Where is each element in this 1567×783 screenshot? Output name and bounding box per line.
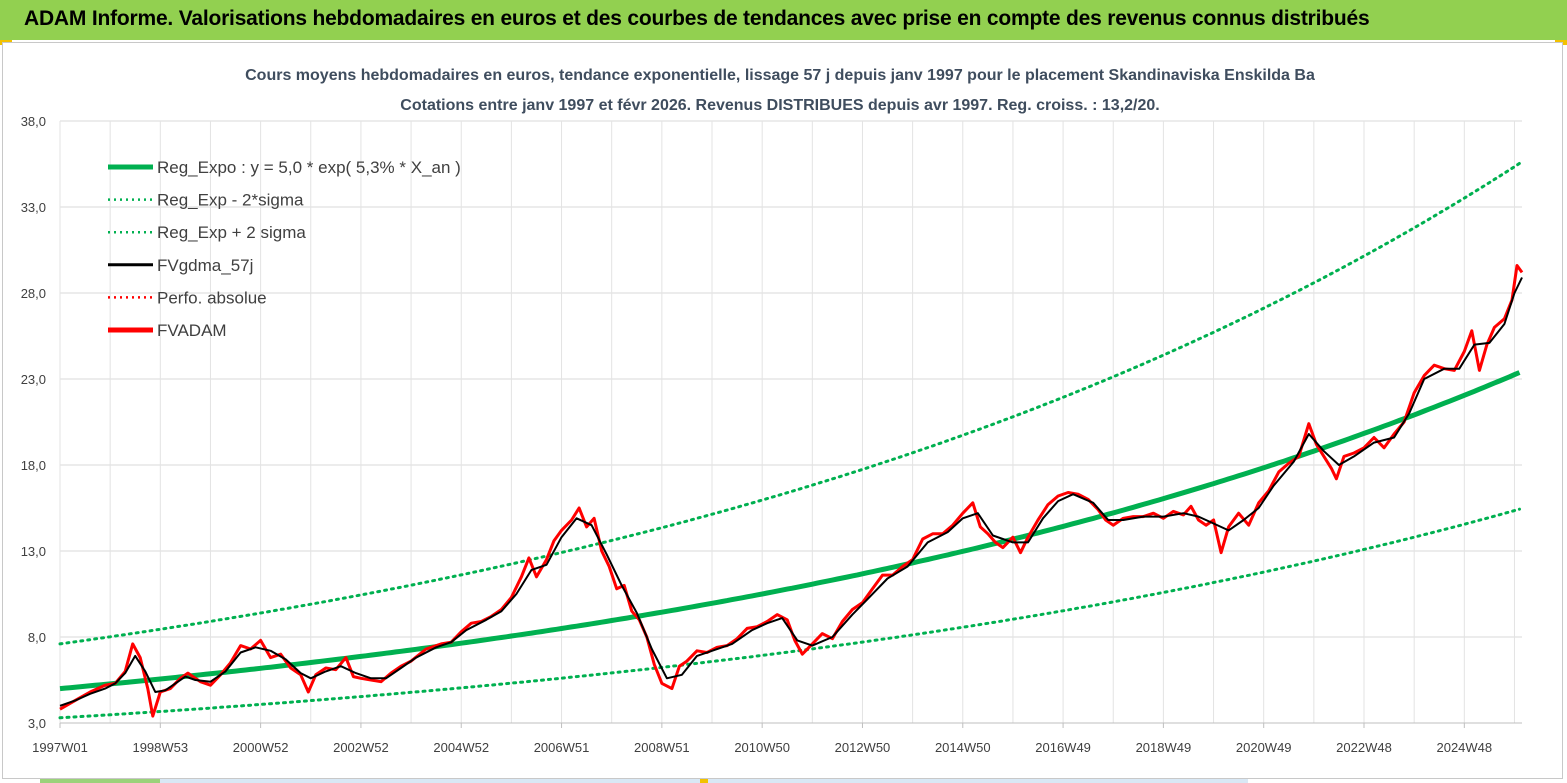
- x-tick-label: 2000W52: [233, 740, 289, 755]
- x-tick-label: 2002W52: [333, 740, 389, 755]
- strip-segment: [708, 779, 1248, 783]
- y-tick-label: 8,0: [28, 630, 46, 645]
- legend-label-high: Reg_Exp + 2 sigma: [157, 223, 306, 242]
- fvgdma-57j-line: [59, 277, 1523, 707]
- y-tick-label: 3,0: [28, 716, 46, 731]
- chart-grid: [59, 120, 1522, 724]
- x-tick-label: 2012W50: [835, 740, 891, 755]
- x-tick-label: 1998W53: [132, 740, 188, 755]
- report-title: ADAM Informe. Valorisations hebdomadaire…: [24, 7, 1370, 30]
- y-axis: 3,0 8,0 13,0 18,0 23,0 28,0 33,0 38,0: [21, 114, 46, 731]
- fvadam-line: [59, 264, 1524, 718]
- x-tick-label: 2022W48: [1336, 740, 1392, 755]
- y-tick-label: 18,0: [21, 458, 46, 473]
- chart-frame: [2, 42, 1563, 779]
- x-tick-label: 2010W50: [734, 740, 790, 755]
- y-tick-label: 38,0: [21, 114, 46, 129]
- x-tick-label: 2008W51: [634, 740, 690, 755]
- x-tick-label: 2014W50: [935, 740, 991, 755]
- reg-plus-2sigma-line: [58, 161, 1521, 646]
- x-tick-label: 2024W48: [1436, 740, 1492, 755]
- chart-title-line2: Cotations entre janv 1997 et févr 2026. …: [400, 97, 1159, 114]
- x-tick-label: 2016W49: [1035, 740, 1091, 755]
- y-tick-label: 33,0: [21, 200, 46, 215]
- legend-label-perfo: Perfo. absolue: [157, 288, 267, 307]
- y-tick-label: 28,0: [21, 286, 46, 301]
- report-banner: ADAM Informe. Valorisations hebdomadaire…: [0, 0, 1567, 40]
- bottom-strip: [0, 779, 1567, 783]
- x-tick-label: 2018W49: [1136, 740, 1192, 755]
- reg-expo-line: [59, 370, 1521, 692]
- x-tick-label: 1997W01: [32, 740, 88, 755]
- strip-segment: [40, 779, 160, 783]
- legend-label-reg: Reg_Expo : y = 5,0 * exp( 5,3% * X_an ): [157, 158, 461, 177]
- x-tick-label: 2004W52: [433, 740, 489, 755]
- chart-series: [58, 161, 1524, 720]
- y-tick-label: 23,0: [21, 372, 46, 387]
- strip-segment: [160, 779, 700, 783]
- x-tick-label: 2020W49: [1236, 740, 1292, 755]
- strip-segment: [700, 779, 708, 783]
- legend-label-low: Reg_Exp - 2*sigma: [157, 191, 304, 210]
- chart-title-line1: Cours moyens hebdomadaires en euros, ten…: [245, 67, 1315, 84]
- legend-label-price: FVADAM: [157, 321, 227, 340]
- x-axis: 1997W01 1998W53 2000W52 2002W52 2004W52 2006W…: [32, 722, 1522, 755]
- x-tick-label: 2006W51: [534, 740, 590, 755]
- chart-legend: Reg_Expo : y = 5,0 * exp( 5,3% * X_an ) R…: [108, 158, 461, 340]
- legend-label-smooth: FVgdma_57j: [157, 256, 253, 275]
- y-tick-label: 13,0: [21, 544, 46, 559]
- reg-minus-2sigma-line: [58, 507, 1521, 720]
